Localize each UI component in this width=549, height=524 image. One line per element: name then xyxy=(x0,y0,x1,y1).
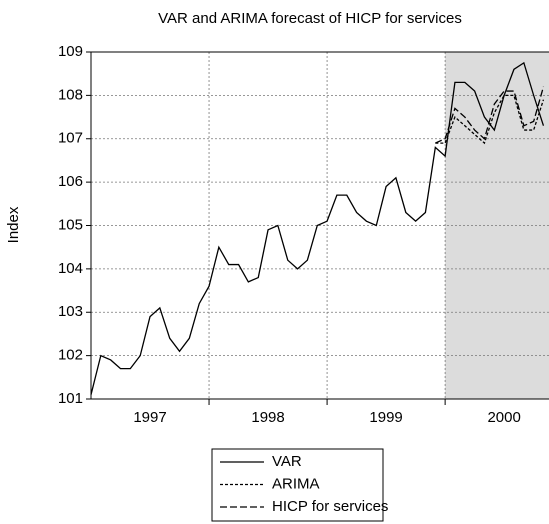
x-tick-label: 1999 xyxy=(369,409,402,426)
y-tick-label: 103 xyxy=(58,303,83,320)
series-line xyxy=(435,94,545,145)
y-tick-label: 102 xyxy=(58,347,83,364)
y-tick-label: 101 xyxy=(58,390,83,407)
y-tick-label: 105 xyxy=(58,216,83,233)
y-tick-label: 109 xyxy=(58,43,83,60)
plot-frame xyxy=(90,51,549,400)
x-tick-label: 2000 xyxy=(487,409,520,426)
y-tick-label: 108 xyxy=(58,86,83,103)
legend-label: VAR xyxy=(272,453,302,470)
series-line xyxy=(90,61,545,395)
y-tick-label: 106 xyxy=(58,173,83,190)
x-tick-label: 1997 xyxy=(133,409,166,426)
series-line xyxy=(435,86,545,144)
chart-title: VAR and ARIMA forecast of HICP for servi… xyxy=(158,10,462,27)
y-tick-label: 104 xyxy=(58,260,83,277)
legend-label: ARIMA xyxy=(272,475,320,492)
y-axis-label: Index xyxy=(5,206,22,243)
legend-label: HICP for services xyxy=(272,498,388,515)
y-tick-label: 107 xyxy=(58,130,83,147)
x-tick-label: 1998 xyxy=(251,409,284,426)
